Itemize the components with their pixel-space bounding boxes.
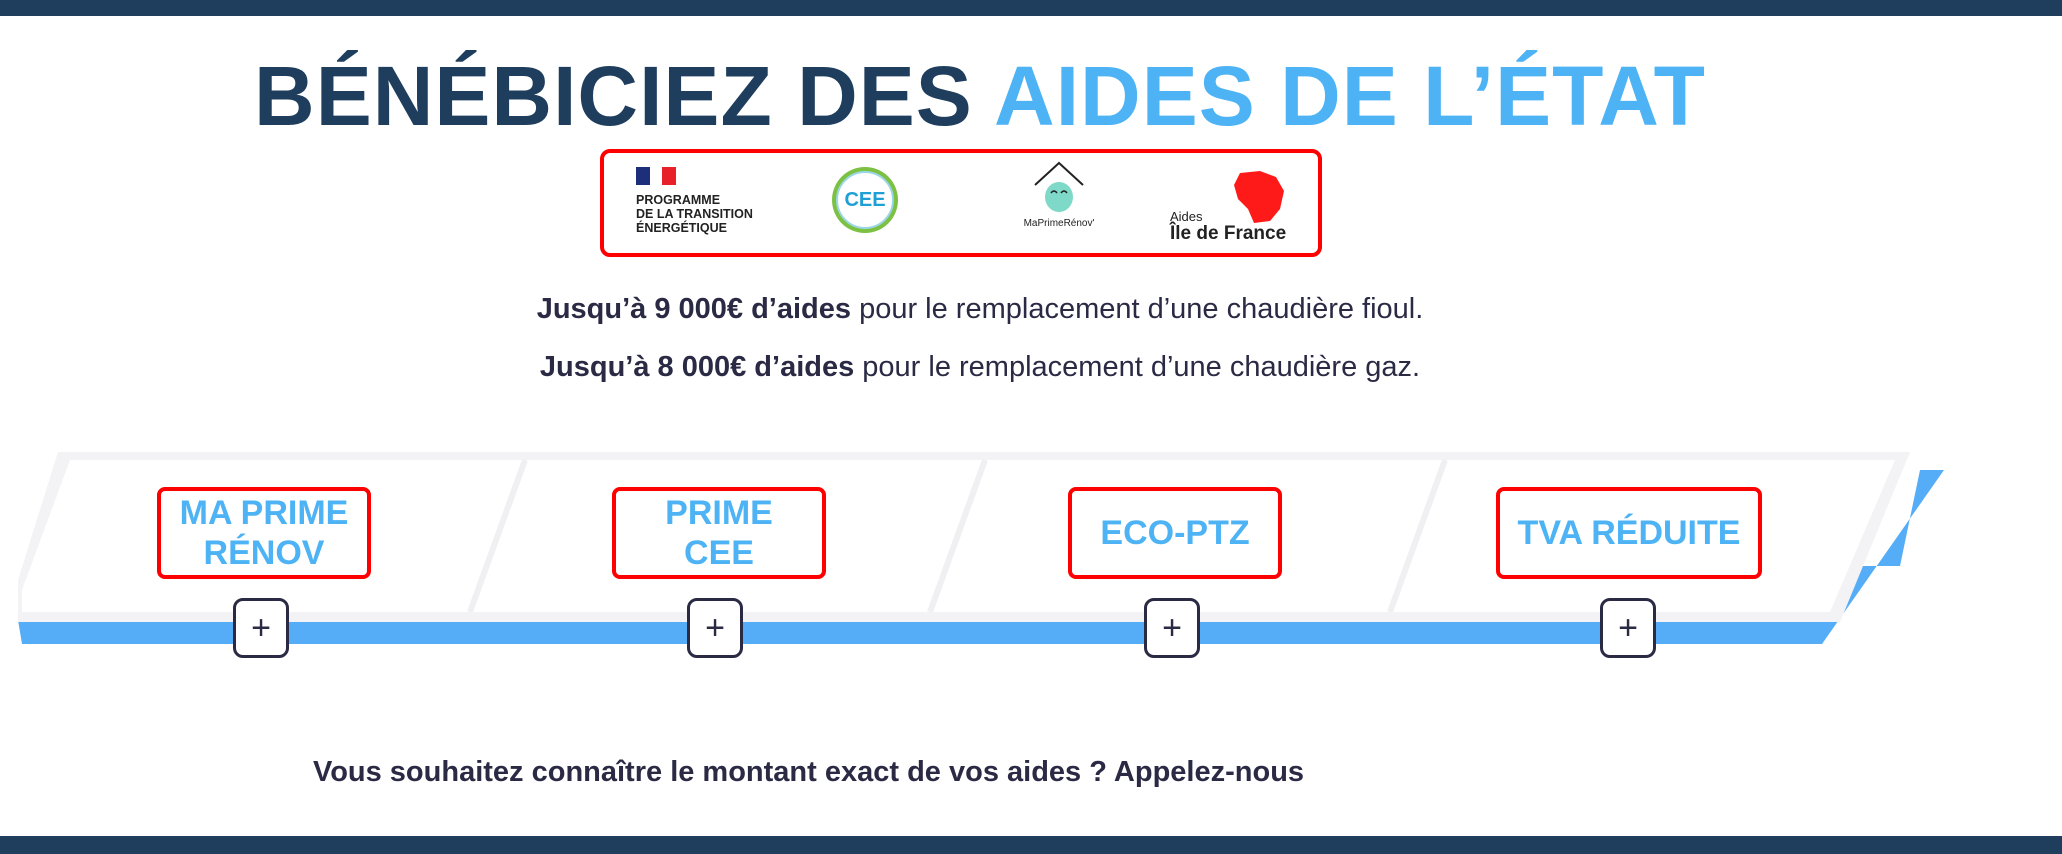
intro-amount: Jusqu’à 9 000€ d’aides	[536, 293, 852, 325]
intro-text: Jusqu’à 9 000€ d’aides pour le remplacem…	[0, 280, 1960, 396]
maprimerenov-text: MaPrimeRénov'	[1023, 218, 1095, 229]
top-bar	[0, 0, 2062, 16]
band-divider	[467, 458, 528, 614]
aid-label-text: MA PRIME RÉNOV	[179, 494, 349, 572]
aid-label-text: ECO-PTZ	[1100, 514, 1250, 552]
plus-icon: +	[251, 608, 271, 647]
idf-small-text: Aides	[1170, 209, 1203, 224]
cee-text: CEE	[836, 171, 894, 229]
aid-label-text: TVA RÉDUITE	[1517, 514, 1741, 552]
plus-icon: +	[705, 608, 725, 647]
logo-programme-transition-energetique: PROGRAMME DE LA TRANSITION ÉNERGÉTIQUE	[636, 167, 753, 267]
expand-eco-ptz-button[interactable]: +	[1144, 598, 1200, 658]
pte-line: DE LA TRANSITION	[636, 207, 753, 221]
logo-aides-ile-de-france: Aides Île de France	[1170, 165, 1310, 265]
idf-map-icon	[1234, 171, 1284, 223]
french-flag-icon	[636, 167, 753, 185]
logo-maprimerenov: MaPrimeRénov'	[1004, 159, 1114, 259]
page-title: BÉNÉBICIEZ DES AIDES DE L’ÉTAT	[0, 48, 1960, 145]
pte-line: PROGRAMME	[636, 193, 721, 207]
aid-label-tva-reduite: TVA RÉDUITE	[1496, 487, 1762, 579]
aids-band	[18, 452, 1944, 644]
band-divider	[927, 458, 988, 614]
aid-logos-box: PROGRAMME DE LA TRANSITION ÉNERGÉTIQUE C…	[600, 149, 1322, 257]
aid-label-prime-cee: PRIME CEE	[612, 487, 826, 579]
idf-big-text: Île de France	[1170, 223, 1287, 244]
expand-prime-cee-button[interactable]: +	[687, 598, 743, 658]
intro-line: Jusqu’à 8 000€ d’aides pour le remplacem…	[0, 338, 1960, 396]
intro-amount: Jusqu’à 8 000€ d’aides	[539, 351, 855, 383]
aid-label-ma-prime-renov: MA PRIME RÉNOV	[157, 487, 371, 579]
intro-line: Jusqu’à 9 000€ d’aides pour le remplacem…	[0, 280, 1960, 338]
intro-rest: pour le remplacement d’une chaudière gaz…	[854, 351, 1421, 383]
call-to-action-text: Vous souhaitez connaître le montant exac…	[313, 756, 1305, 788]
band-divider	[1387, 458, 1448, 614]
intro-rest: pour le remplacement d’une chaudière fio…	[851, 293, 1424, 325]
bottom-bar	[0, 836, 2062, 854]
plus-icon: +	[1162, 608, 1182, 647]
title-part-2: AIDES DE L’ÉTAT	[994, 49, 1706, 143]
logo-cee: CEE	[832, 167, 898, 233]
pte-line: ÉNERGÉTIQUE	[636, 221, 727, 235]
expand-tva-reduite-button[interactable]: +	[1600, 598, 1656, 658]
plus-icon: +	[1618, 608, 1638, 647]
house-icon	[1034, 161, 1084, 212]
title-part-1: BÉNÉBICIEZ DES	[254, 49, 995, 143]
expand-ma-prime-renov-button[interactable]: +	[233, 598, 289, 658]
aid-label-eco-ptz: ECO-PTZ	[1068, 487, 1282, 579]
aid-label-text: PRIME CEE	[665, 494, 773, 572]
